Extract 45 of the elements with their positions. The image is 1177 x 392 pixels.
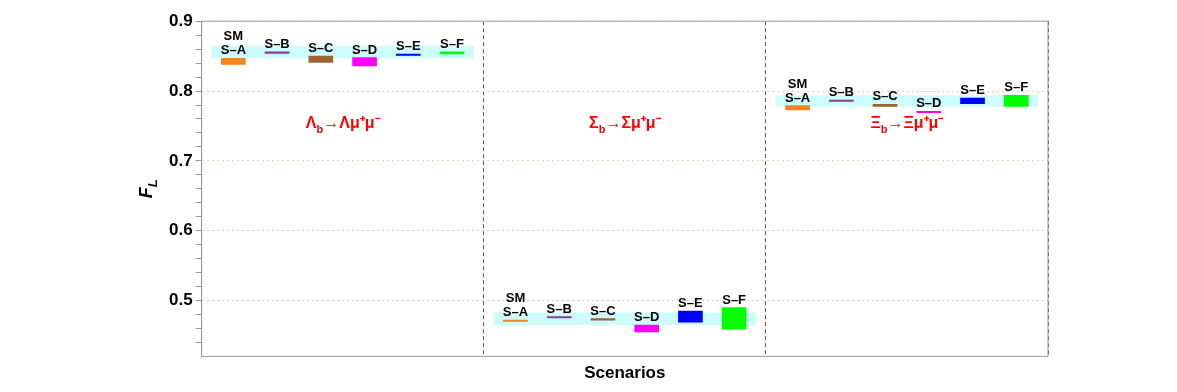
bar <box>1003 94 1029 107</box>
text: S–C <box>590 302 616 318</box>
text: S–F <box>722 291 747 307</box>
bar <box>264 51 290 54</box>
bar <box>785 105 810 111</box>
bar <box>634 324 660 333</box>
series-label: S–F <box>440 35 464 51</box>
y-tick-label: 0.6 <box>168 220 193 240</box>
bar <box>352 57 377 67</box>
text: S–A <box>784 89 811 105</box>
y-tick-label: 0.5 <box>168 290 193 310</box>
bar <box>960 97 985 104</box>
bar <box>308 55 334 63</box>
bar <box>395 53 421 56</box>
y-tick-label: 0.9 <box>168 10 193 30</box>
text: S–B <box>264 35 290 51</box>
series-label: S–B <box>546 300 572 316</box>
bar <box>829 99 854 102</box>
bar <box>721 307 747 330</box>
bar <box>546 316 572 319</box>
text: S–D <box>351 41 378 57</box>
series-label: S–A <box>220 42 247 58</box>
text: S–E <box>678 295 703 311</box>
x-axis-title: Scenarios <box>584 363 666 383</box>
text: S–C <box>308 40 334 56</box>
series-label: S–D <box>634 308 660 324</box>
text: SM <box>787 75 808 91</box>
bar <box>678 310 703 323</box>
text: S–B <box>828 84 854 100</box>
series-label: S–E <box>396 38 421 54</box>
text: S–A <box>502 304 529 320</box>
text: S–E <box>960 82 985 98</box>
text: S–F <box>1004 79 1029 95</box>
bar <box>221 57 246 65</box>
bar <box>503 319 528 322</box>
text: SM <box>505 290 526 306</box>
bar <box>916 110 942 114</box>
series-label: S–C <box>872 88 899 104</box>
bar <box>872 103 898 107</box>
y-tick-label: 0.7 <box>168 150 193 170</box>
y-tick-label: 0.8 <box>168 80 193 100</box>
y-axis-title: FL <box>135 179 161 199</box>
text: S–D <box>916 95 942 111</box>
bar <box>590 318 616 321</box>
series-label: SM <box>223 28 244 44</box>
